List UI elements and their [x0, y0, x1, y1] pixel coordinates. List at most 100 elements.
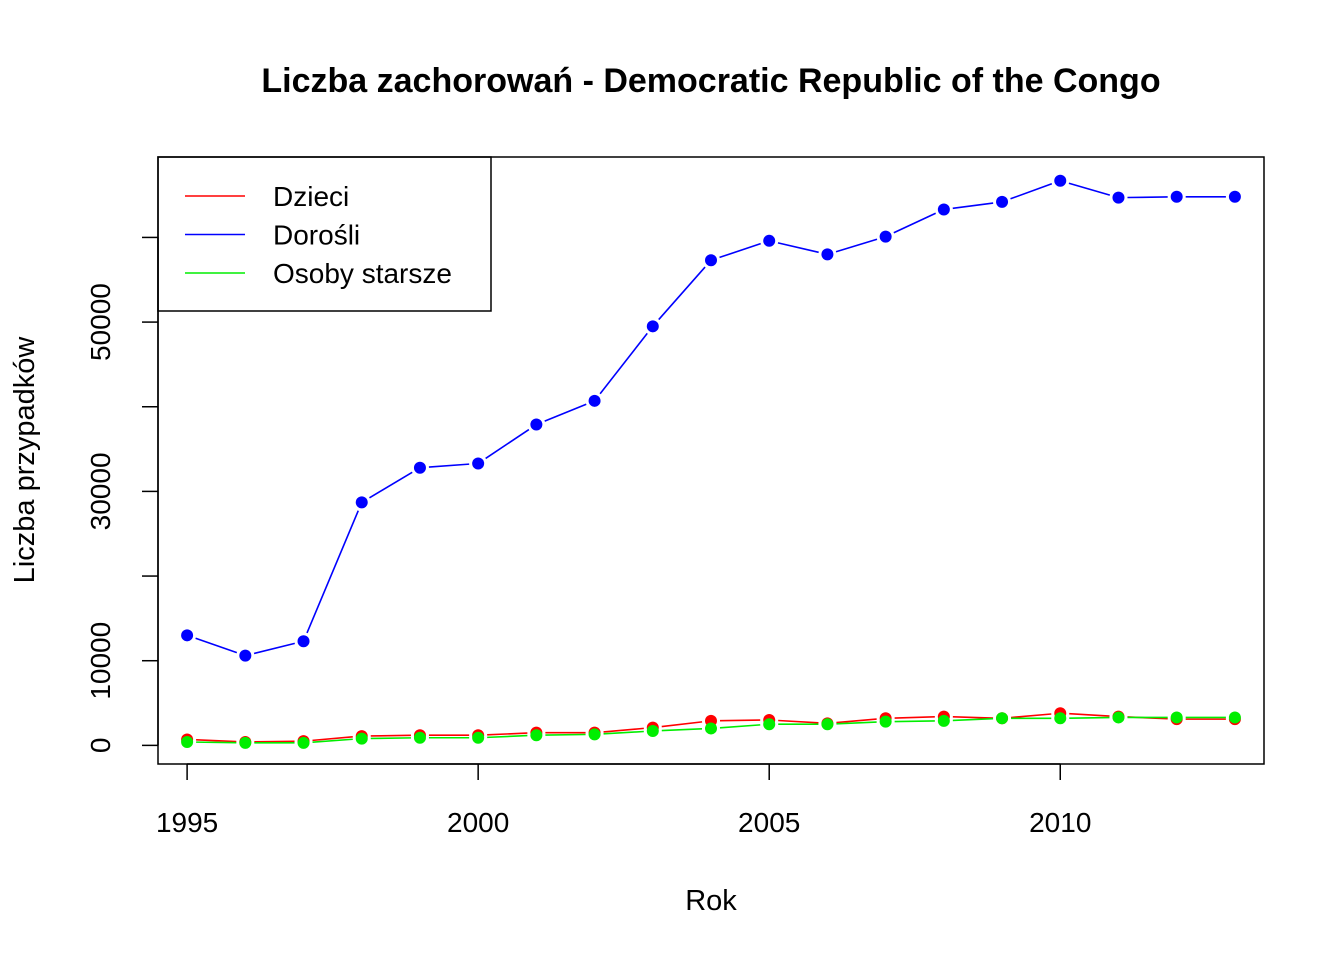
data-point	[996, 712, 1009, 725]
x-axis: 1995 2000 2005 2010	[156, 763, 1091, 838]
series-line-segment	[369, 471, 413, 499]
data-point	[821, 718, 834, 731]
series-layer	[181, 174, 1241, 749]
series-line-segment	[835, 238, 878, 253]
data-point	[646, 320, 659, 333]
data-point	[1228, 190, 1241, 203]
series-line-segment	[254, 740, 295, 743]
data-point	[646, 724, 659, 737]
series-line-segment	[719, 242, 761, 259]
series-line-segment	[428, 463, 470, 468]
data-point	[763, 234, 776, 247]
series-line-segment	[777, 242, 819, 254]
data-point	[996, 195, 1009, 208]
x-tick-label: 1995	[156, 807, 218, 838]
series-line-segment	[312, 738, 353, 743]
series-line-segment	[952, 716, 994, 719]
data-point	[1112, 191, 1125, 204]
x-tick-label: 2000	[447, 807, 509, 838]
data-point	[879, 230, 892, 243]
data-point	[239, 649, 252, 662]
series-line-segment	[719, 724, 761, 729]
series-line-segment	[836, 718, 877, 724]
data-point	[413, 731, 426, 744]
series-line-segment	[195, 637, 238, 654]
series-line-segment	[544, 403, 587, 422]
data-point	[530, 418, 543, 431]
series-line-segment	[778, 719, 819, 724]
data-point	[937, 714, 950, 727]
x-axis-label: Rok	[685, 885, 737, 917]
data-point	[588, 394, 601, 407]
series-line-segment	[893, 212, 937, 234]
legend: Dzieci Dorośli Osoby starsze	[157, 156, 492, 312]
data-point	[1054, 712, 1067, 725]
series-line-segment	[1010, 183, 1053, 200]
series-line-segment	[952, 202, 994, 210]
data-point	[297, 635, 310, 648]
y-tick-label: 50000	[85, 283, 116, 361]
series-line-segment	[1068, 182, 1111, 196]
series-line-segment	[952, 717, 994, 722]
y-tick-label: 30000	[85, 452, 116, 530]
data-point	[181, 735, 194, 748]
series-line-segment	[719, 719, 761, 722]
legend-box	[157, 156, 492, 312]
y-tick-label: 0	[85, 738, 116, 754]
data-point	[472, 457, 485, 470]
data-point	[763, 718, 776, 731]
data-point	[588, 728, 601, 741]
data-point	[705, 722, 717, 735]
data-point	[472, 731, 485, 744]
data-point	[355, 496, 368, 509]
data-point	[239, 736, 252, 749]
series-line-segment	[545, 733, 586, 736]
data-point	[413, 461, 426, 474]
data-point	[1170, 711, 1183, 724]
series-line-segment	[370, 734, 411, 737]
chart-title: Liczba zachorowań - Democratic Republic …	[261, 62, 1160, 100]
series-line-segment	[894, 720, 935, 723]
data-point	[937, 203, 950, 216]
data-point	[1112, 711, 1125, 724]
data-point	[181, 629, 194, 642]
series-line-segment	[1069, 712, 1110, 717]
data-point	[355, 732, 368, 745]
y-tick-label: 10000	[85, 622, 116, 700]
series-line-segment	[196, 739, 237, 743]
legend-label: Dorośli	[273, 220, 360, 251]
series-line-segment	[661, 728, 703, 732]
series-line-segment	[306, 510, 359, 634]
series-line-segment	[253, 642, 295, 655]
y-axis: 0 10000 30000 50000	[85, 236, 159, 754]
series-line-segment	[196, 741, 237, 744]
data-point	[1054, 174, 1067, 187]
series-line-segment	[894, 716, 935, 719]
series-line-segment	[487, 734, 528, 739]
series-2	[181, 711, 1241, 749]
series-line-segment	[1069, 716, 1110, 719]
series-line-segment	[603, 727, 644, 733]
series-line-segment	[485, 428, 530, 460]
data-point	[879, 715, 892, 728]
series-line-segment	[658, 266, 706, 321]
series-line-segment	[599, 332, 648, 395]
x-tick-label: 2010	[1029, 807, 1091, 838]
data-point	[705, 254, 717, 267]
series-1	[181, 174, 1241, 662]
series-line-segment	[370, 737, 411, 740]
data-point	[297, 736, 310, 749]
series-line-segment	[836, 721, 877, 725]
y-axis-label: Liczba przypadków	[9, 336, 41, 584]
x-tick-label: 2005	[738, 807, 800, 838]
legend-label: Osoby starsze	[273, 258, 452, 289]
series-line-segment	[1127, 196, 1168, 199]
series-line-segment	[312, 736, 353, 742]
legend-label: Dzieci	[273, 181, 349, 212]
data-point	[530, 729, 543, 742]
series-line-segment	[1010, 713, 1052, 719]
data-point	[821, 248, 834, 261]
data-point	[1228, 711, 1241, 724]
series-line-segment	[487, 732, 528, 736]
